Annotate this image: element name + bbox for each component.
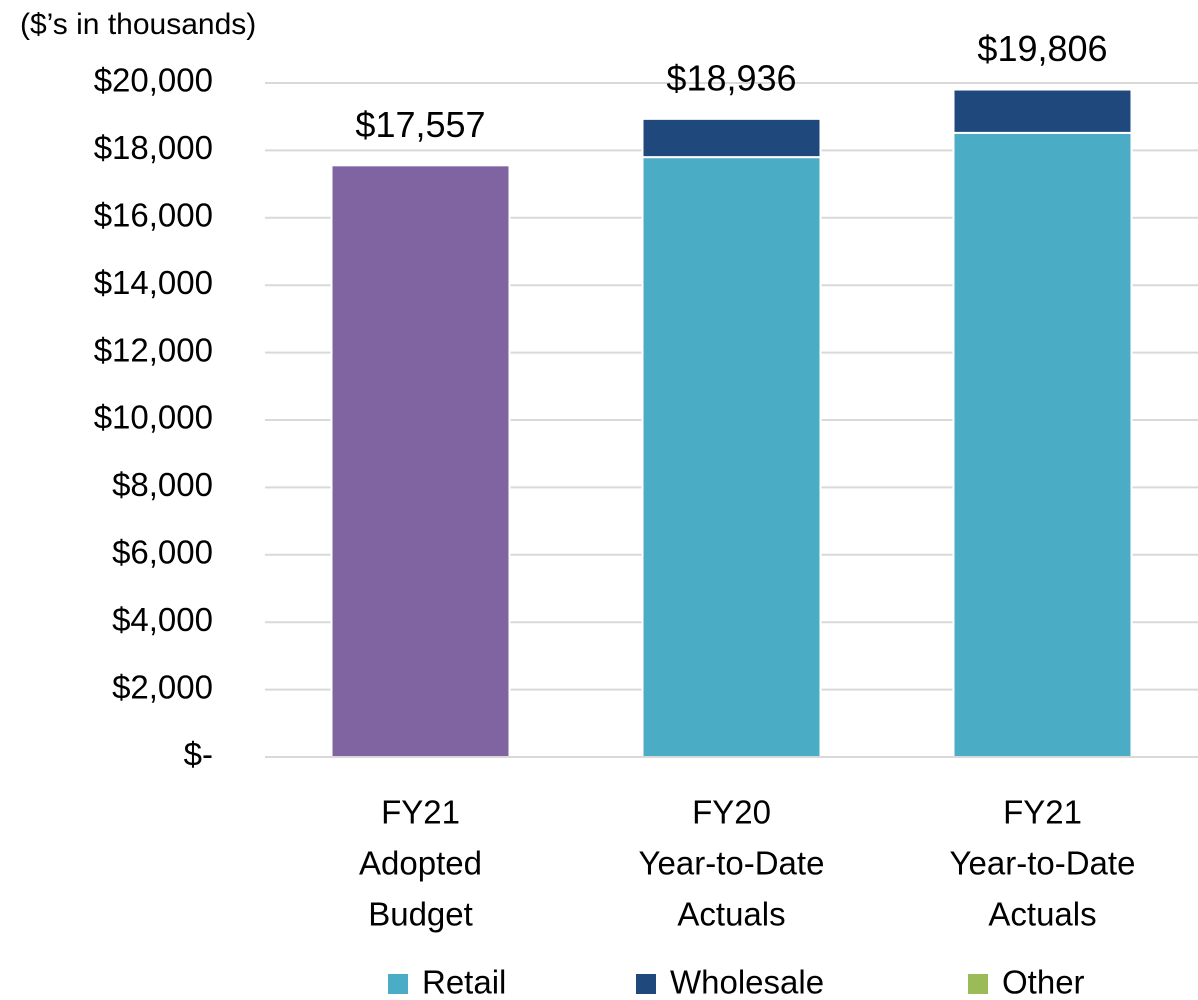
y-tick-label: $16,000 bbox=[94, 197, 213, 234]
legend-swatch bbox=[968, 974, 988, 994]
bar-segment bbox=[952, 131, 1133, 759]
y-tick-label: $8,000 bbox=[112, 466, 213, 503]
x-tick-label: Actuals bbox=[988, 896, 1096, 933]
bar-segment bbox=[641, 117, 822, 159]
y-tick-label: $2,000 bbox=[112, 668, 213, 705]
total-label: $18,936 bbox=[666, 57, 796, 98]
x-tick-label: Adopted bbox=[359, 845, 482, 882]
x-tick-label: Year-to-Date bbox=[950, 845, 1136, 882]
y-tick-label: $14,000 bbox=[94, 264, 213, 301]
legend-label: Wholesale bbox=[670, 964, 824, 1000]
total-label: $17,557 bbox=[355, 104, 485, 145]
x-tick-label: FY20 bbox=[692, 794, 771, 831]
axis-unit-label: ($’s in thousands) bbox=[20, 8, 256, 41]
y-tick-label: $4,000 bbox=[112, 601, 213, 638]
legend-swatch bbox=[388, 974, 408, 994]
legend-swatch bbox=[636, 974, 656, 994]
legend-label: Retail bbox=[422, 964, 506, 1000]
x-tick-label: Actuals bbox=[677, 896, 785, 933]
x-tick-label: Year-to-Date bbox=[639, 845, 825, 882]
total-label: $19,806 bbox=[977, 28, 1107, 69]
y-tick-label: $18,000 bbox=[94, 129, 213, 166]
y-tick-label: $- bbox=[184, 736, 213, 773]
bar-segment bbox=[641, 156, 822, 758]
bar-segment bbox=[952, 88, 1133, 134]
bar-segment bbox=[330, 164, 511, 758]
legend-label: Other bbox=[1002, 964, 1085, 1000]
y-tick-label: $20,000 bbox=[94, 62, 213, 99]
x-tick-label: FY21 bbox=[1003, 794, 1082, 831]
y-tick-label: $12,000 bbox=[94, 331, 213, 368]
x-tick-label: Budget bbox=[368, 896, 473, 933]
y-tick-label: $6,000 bbox=[112, 534, 213, 571]
x-tick-label: FY21 bbox=[381, 794, 460, 831]
y-tick-label: $10,000 bbox=[94, 399, 213, 436]
